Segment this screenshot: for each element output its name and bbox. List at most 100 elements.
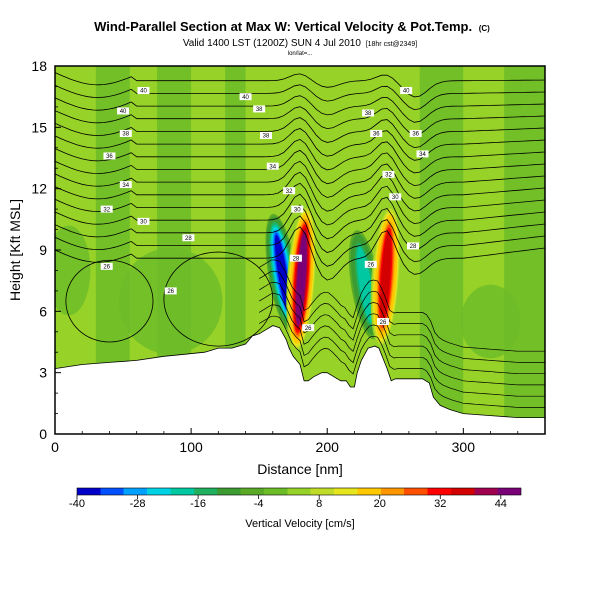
contour-label: 38	[365, 111, 372, 117]
theta-contour	[55, 72, 545, 98]
updraft-core	[296, 232, 307, 325]
contour-label-box	[164, 287, 177, 295]
contour-label-box	[377, 318, 390, 326]
contour-label-box	[100, 205, 113, 213]
y-tick-label: 3	[39, 365, 47, 381]
contour-label: 26	[305, 326, 312, 332]
contour-label-box	[362, 109, 375, 117]
contour-label-box	[406, 242, 419, 250]
contour-label: 34	[419, 152, 426, 158]
contour-label: 38	[256, 107, 263, 113]
colorbar-tick-label: -16	[190, 498, 206, 510]
contour-label-box	[283, 187, 296, 195]
theta-contour	[55, 204, 545, 253]
theta-contour	[55, 149, 545, 187]
velocity-band	[463, 66, 505, 434]
contour-label: 26	[367, 263, 374, 269]
y-tick-label: 9	[39, 242, 47, 258]
contour-label-box	[409, 129, 422, 137]
contour-label: 38	[263, 134, 270, 140]
theta-contour	[65, 259, 154, 343]
chart-subtitle: Valid 1400 LST (1200Z) SUN 4 Jul 2010 [1…	[183, 38, 417, 49]
theta-contour	[259, 282, 545, 375]
contour-label-box	[103, 152, 116, 160]
y-axis-label: Height [Kft MSL]	[7, 199, 23, 301]
theta-contour	[55, 138, 545, 174]
contour-labels: 40 40 40 40 38 38 38 38 36 36 36 34 34 34 32 32 32 30 30 30…	[100, 87, 429, 332]
contour-label-box	[239, 93, 252, 101]
contour-label-box	[119, 129, 132, 137]
contour-label: 28	[185, 236, 192, 242]
contour-label-box	[400, 87, 413, 95]
terrain-mask	[55, 325, 545, 434]
x-tick-label: 100	[179, 439, 203, 455]
contour-label: 26	[167, 289, 174, 295]
contour-label-box	[416, 150, 429, 158]
theta-contour	[55, 226, 545, 281]
y-tick-label: 18	[31, 58, 47, 74]
contour-label-box	[370, 129, 383, 137]
y-tick-label: 6	[39, 303, 47, 319]
theta-contour	[55, 117, 545, 149]
y-tick-label: 0	[39, 426, 47, 442]
downdraft-core	[274, 235, 290, 310]
plot-area: 40 40 40 40 38 38 38 38 36 36 36 34 34 34 32 32 32 30 30 30…	[55, 66, 545, 434]
colorbar-tick-label: -4	[254, 498, 264, 510]
x-axis-ticks: 0 100 200 300	[51, 428, 519, 455]
velocity-band	[504, 66, 545, 434]
x-axis-label: Distance [nm]	[257, 461, 343, 477]
theta-contour	[55, 95, 545, 123]
chart-title: Wind-Parallel Section at Max W: Vertical…	[94, 19, 490, 34]
theta-contour	[163, 251, 274, 347]
colorbar-ticks: -40 -28 -16 -4 8 20 32 44	[69, 495, 507, 510]
contour-label: 26	[103, 265, 110, 271]
contour-label: 34	[269, 164, 276, 170]
contour-label: 28	[410, 244, 417, 250]
contour-label: 34	[122, 183, 129, 189]
velocity-blob	[460, 284, 521, 359]
colorbar-tick-label: -40	[69, 498, 85, 510]
updraft-core	[380, 230, 392, 323]
theta-contour	[55, 84, 545, 111]
copyright-mark: (C)	[479, 24, 490, 33]
x-tick-label: 200	[316, 439, 340, 455]
contour-label: 32	[385, 173, 392, 179]
contour-label-box	[182, 234, 195, 242]
contour-label: 40	[120, 109, 127, 115]
contour-label-box	[100, 262, 113, 270]
theta-contour	[259, 293, 545, 386]
contour-label-box	[266, 162, 279, 170]
contour-label-box	[382, 170, 395, 178]
colorbar-label: Vertical Velocity [cm/s]	[245, 518, 354, 530]
x-tick-label: 0	[51, 439, 59, 455]
theta-contour	[259, 315, 545, 408]
colorbar-tick-label: 32	[434, 498, 446, 510]
theta-contour	[55, 160, 545, 199]
contour-label-box	[137, 87, 150, 95]
forecast-note: [18hr cst@2349]	[366, 41, 418, 48]
contour-label: 40	[242, 95, 249, 101]
theta-contour	[55, 128, 545, 161]
contour-label-box	[291, 205, 304, 213]
colorbar-tick-label: 44	[495, 498, 507, 510]
contour-label-box	[259, 132, 272, 140]
contour-label: 30	[392, 195, 399, 201]
contour-label-box	[117, 107, 130, 115]
y-axis-ticks: 0 3 6 9 12 15 18	[31, 58, 61, 442]
velocity-blob	[118, 247, 223, 355]
contour-label-box	[119, 181, 132, 189]
contour-label-box	[302, 324, 315, 332]
contour-label: 40	[403, 89, 410, 95]
y-tick-label: 15	[31, 119, 47, 135]
section-coordinates-note: lon/lat=...	[288, 51, 313, 57]
contour-label: 40	[140, 89, 147, 95]
potential-temperature-contours	[55, 72, 545, 408]
contour-label-box	[364, 260, 377, 268]
contour-label-box	[289, 254, 302, 262]
contour-label-box	[389, 193, 402, 201]
y-tick-label: 12	[31, 181, 47, 197]
contour-label: 36	[106, 154, 113, 160]
theta-contour	[55, 215, 545, 267]
theta-contour	[55, 193, 545, 240]
